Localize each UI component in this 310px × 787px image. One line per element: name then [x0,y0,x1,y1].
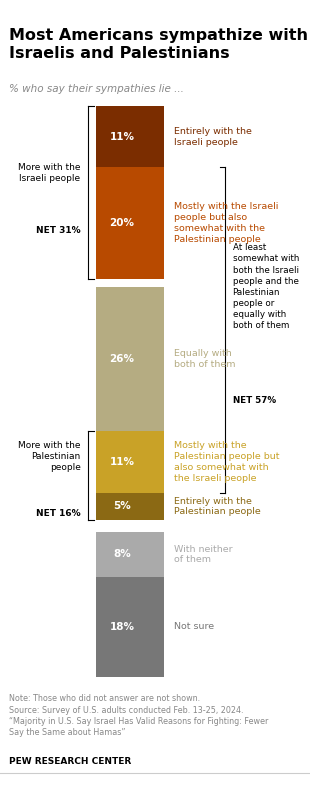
Text: NET 31%: NET 31% [36,226,81,235]
Text: 8%: 8% [113,549,131,560]
Text: 11%: 11% [109,132,135,142]
Bar [96,286,164,431]
Text: Entirely with the
Israeli people: Entirely with the Israeli people [174,127,251,146]
Bar [96,431,164,493]
Text: 20%: 20% [109,218,135,228]
Text: Mostly with the
Palestinian people but
also somewhat with
the Israeli people: Mostly with the Palestinian people but a… [174,442,279,482]
Text: NET 16%: NET 16% [36,509,81,518]
Text: 26%: 26% [109,354,135,364]
Bar [96,168,164,279]
Text: Mostly with the Israeli
people but also
somewhat with the
Palestinian people: Mostly with the Israeli people but also … [174,202,278,244]
Text: 11%: 11% [109,457,135,467]
Text: PEW RESEARCH CENTER: PEW RESEARCH CENTER [9,757,131,766]
Bar [96,577,164,677]
Text: Most Americans sympathize with both
Israelis and Palestinians: Most Americans sympathize with both Isra… [9,28,310,61]
Text: More with the
Palestinian
people: More with the Palestinian people [18,441,81,471]
Text: Equally with
both of them: Equally with both of them [174,349,235,369]
Text: Not sure: Not sure [174,623,214,631]
Bar [96,493,164,520]
Text: At least
somewhat with
both the Israeli
people and the
Palestinian
people or
equ: At least somewhat with both the Israeli … [232,243,299,330]
Bar [96,532,164,577]
Text: Entirely with the
Palestinian people: Entirely with the Palestinian people [174,497,260,516]
Text: 18%: 18% [109,622,135,632]
Text: Note: Those who did not answer are not shown.
Source: Survey of U.S. adults cond: Note: Those who did not answer are not s… [9,694,269,737]
Text: With neither
of them: With neither of them [174,545,232,564]
Text: % who say their sympathies lie ...: % who say their sympathies lie ... [9,84,184,94]
Text: NET 57%: NET 57% [232,397,276,405]
Text: 5%: 5% [113,501,131,512]
Text: More with the
Israeli people: More with the Israeli people [18,163,81,183]
Bar [96,106,164,168]
